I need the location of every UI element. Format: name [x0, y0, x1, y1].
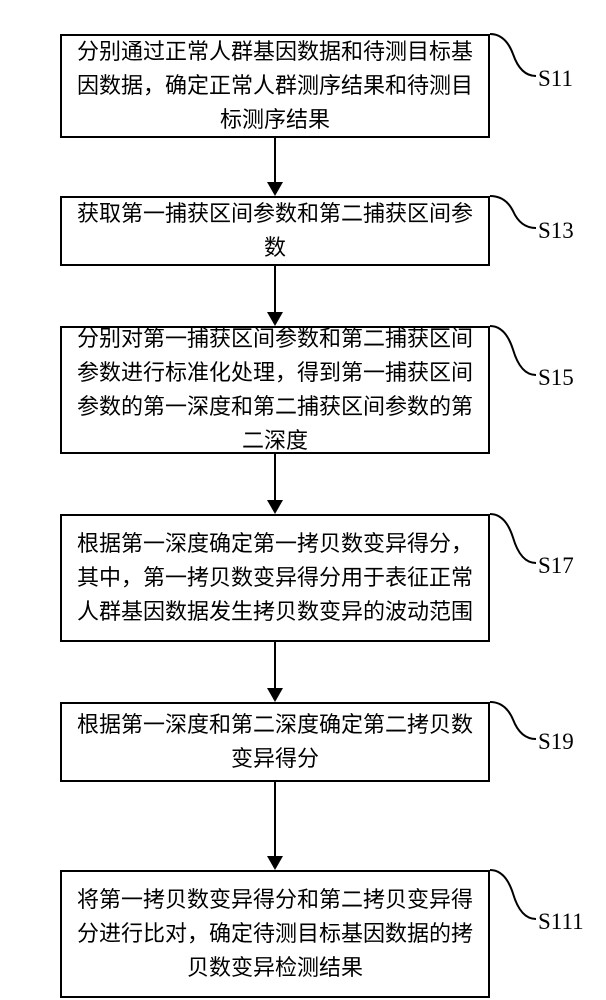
flow-step-text: 分别通过正常人群基因数据和待测目标基因数据，确定正常人群测序结果和待测目标测序结… [76, 35, 474, 137]
flow-step-S17: 根据第一深度确定第一拷贝数变异得分，其中，第一拷贝数变异得分用于表征正常人群基因… [60, 514, 490, 642]
flow-arrow-head [267, 500, 283, 514]
flow-arrow-line [274, 454, 276, 502]
flow-step-text: 根据第一深度确定第一拷贝数变异得分，其中，第一拷贝数变异得分用于表征正常人群基因… [76, 527, 474, 629]
flow-step-text: 根据第一深度和第二深度确定第二拷贝数变异得分 [76, 708, 474, 776]
flow-arrow-line [274, 266, 276, 314]
flow-step-S15: 分别对第一捕获区间参数和第二捕获区间参数进行标准化处理，得到第一捕获区间参数的第… [60, 326, 490, 454]
label-connector [488, 32, 524, 68]
flow-step-text: 分别对第一捕获区间参数和第二捕获区间参数进行标准化处理，得到第一捕获区间参数的第… [76, 322, 474, 458]
flow-step-label: S11 [538, 66, 573, 92]
flow-arrow-head [267, 182, 283, 196]
label-connector [488, 194, 524, 230]
flow-step-text: 获取第一捕获区间参数和第二捕获区间参数 [76, 197, 474, 265]
flow-step-label: S13 [538, 218, 574, 244]
flow-arrow-head [267, 856, 283, 870]
label-connector [488, 512, 524, 548]
flow-step-label: S19 [538, 729, 574, 755]
flow-step-label: S111 [538, 909, 584, 935]
flow-step-text: 将第一拷贝数变异得分和第二拷贝变异得分进行比对，确定待测目标基因数据的拷贝数变异… [76, 883, 474, 985]
flow-arrow-head [267, 688, 283, 702]
flow-arrow-line [274, 782, 276, 858]
label-connector [488, 700, 524, 736]
flow-arrow-line [274, 138, 276, 184]
flow-step-S13: 获取第一捕获区间参数和第二捕获区间参数 [60, 196, 490, 266]
flow-step-S11: 分别通过正常人群基因数据和待测目标基因数据，确定正常人群测序结果和待测目标测序结… [60, 34, 490, 138]
flow-step-S111: 将第一拷贝数变异得分和第二拷贝变异得分进行比对，确定待测目标基因数据的拷贝数变异… [60, 870, 490, 998]
flow-step-label: S17 [538, 553, 574, 579]
label-connector [488, 324, 524, 360]
label-connector [488, 868, 524, 904]
flow-arrow-line [274, 642, 276, 690]
flow-step-S19: 根据第一深度和第二深度确定第二拷贝数变异得分 [60, 702, 490, 782]
flow-step-label: S15 [538, 365, 574, 391]
